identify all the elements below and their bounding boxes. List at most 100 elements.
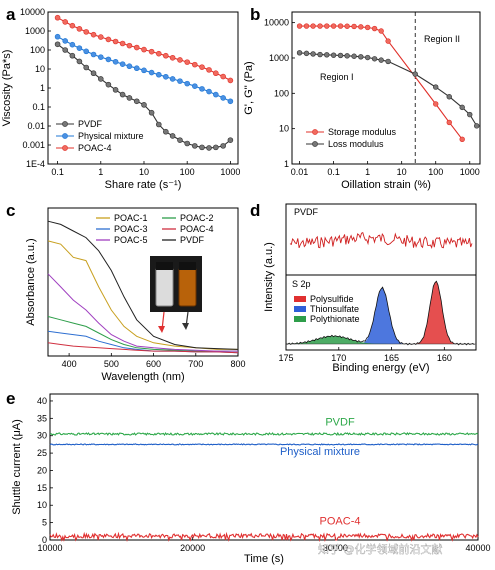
legend-marker bbox=[62, 121, 68, 127]
y-axis-label: Viscosity (Pa*s) bbox=[1, 50, 13, 127]
data-point bbox=[191, 83, 198, 89]
y-tick-label: 5 bbox=[42, 518, 47, 528]
data-point bbox=[199, 144, 205, 151]
series-line bbox=[47, 220, 239, 350]
data-point bbox=[303, 50, 310, 57]
legend-label: PVDF bbox=[78, 119, 103, 129]
chart-panel-d: PVDF S 2p PolysulfideThionsulfatePolythion… bbox=[250, 201, 477, 374]
peak-area bbox=[286, 288, 476, 344]
subpanel-label: PVDF bbox=[294, 207, 319, 217]
data-point bbox=[184, 140, 190, 147]
data-point bbox=[378, 28, 384, 34]
data-point bbox=[446, 94, 452, 100]
data-point bbox=[105, 56, 112, 63]
legend-marker bbox=[62, 133, 68, 139]
data-point bbox=[97, 76, 104, 82]
vial-photo bbox=[150, 256, 202, 312]
plot-frame bbox=[285, 203, 477, 351]
x-tick-label: 400 bbox=[62, 359, 77, 369]
region-label: Region II bbox=[424, 34, 460, 44]
data-point bbox=[163, 52, 169, 59]
x-tick-label: 1 bbox=[365, 167, 370, 177]
data-point bbox=[303, 23, 310, 29]
peak-area bbox=[286, 281, 476, 344]
data-point bbox=[90, 70, 97, 77]
vial-orange bbox=[178, 267, 197, 307]
data-point bbox=[324, 52, 330, 58]
y-tick-label: 10000 bbox=[20, 7, 45, 17]
data-point bbox=[76, 58, 83, 65]
data-point bbox=[213, 70, 219, 77]
data-point bbox=[227, 98, 234, 105]
data-point bbox=[433, 101, 439, 107]
series-line bbox=[49, 443, 479, 446]
y-axis-label: Shuttle current (μA) bbox=[11, 419, 23, 515]
chart-panel-a: 0.1 1 10 100 1000 10000 1000 100 10 1 0.1 0.01 0.001… bbox=[1, 5, 240, 191]
y-tick-label: 1000 bbox=[269, 53, 289, 63]
panel-label: d bbox=[250, 201, 260, 220]
peak-area bbox=[286, 336, 476, 344]
data-point bbox=[385, 38, 391, 44]
legend-label: POAC-4 bbox=[78, 143, 112, 153]
plot-frame bbox=[49, 393, 479, 541]
legend-label: POAC-1 bbox=[114, 213, 148, 223]
x-tick-label: 170 bbox=[331, 353, 346, 363]
data-point bbox=[330, 52, 337, 58]
legend-marker bbox=[312, 141, 318, 147]
pvdf-trace bbox=[289, 231, 473, 250]
legend-label: Storage modulus bbox=[328, 127, 397, 137]
data-point bbox=[467, 111, 473, 118]
data-point bbox=[69, 41, 76, 48]
chart-panel-e: 10000 20000 30000 40000 0 5 10 15 20 25 30 35 40 Time… bbox=[6, 389, 491, 565]
data-point bbox=[310, 23, 316, 29]
legend-label: Physical mixture bbox=[78, 131, 144, 141]
arrowhead-red bbox=[158, 326, 165, 333]
data-point bbox=[83, 29, 90, 35]
data-point bbox=[459, 104, 465, 111]
chart-panel-c: 400 500 600 700 800 Wavelength (nm) Absorbance… bbox=[6, 201, 246, 383]
y-axis-label: Absorbance (a.u.) bbox=[25, 238, 37, 325]
vial-cap bbox=[179, 262, 196, 270]
series-line bbox=[47, 330, 239, 354]
legend-swatch bbox=[294, 296, 306, 302]
data-point bbox=[177, 57, 183, 63]
data-point bbox=[105, 81, 112, 88]
data-point bbox=[296, 50, 303, 56]
data-point bbox=[83, 64, 90, 71]
data-point bbox=[148, 69, 155, 76]
data-point bbox=[119, 91, 126, 98]
legend-label: Thionsulfate bbox=[310, 304, 359, 314]
data-point bbox=[206, 88, 212, 95]
data-point bbox=[199, 64, 205, 70]
y-tick-label: 20 bbox=[37, 465, 47, 475]
data-point bbox=[141, 46, 147, 53]
data-point bbox=[169, 133, 176, 139]
data-point bbox=[155, 50, 162, 57]
subpanel-label: S 2p bbox=[292, 279, 311, 289]
y-tick-label: 1 bbox=[40, 83, 45, 93]
data-point bbox=[83, 48, 90, 55]
x-tick-label: 0.01 bbox=[291, 167, 309, 177]
series-line bbox=[47, 342, 239, 354]
data-point bbox=[155, 121, 162, 128]
data-point bbox=[169, 76, 176, 82]
data-point bbox=[54, 33, 61, 40]
data-point bbox=[324, 23, 330, 29]
data-point bbox=[126, 63, 133, 70]
data-point bbox=[412, 71, 418, 77]
data-point bbox=[474, 123, 480, 129]
legend-label: POAC-4 bbox=[180, 224, 214, 234]
data-point bbox=[371, 56, 378, 62]
data-point bbox=[112, 38, 119, 45]
series-line bbox=[47, 273, 238, 352]
data-point bbox=[90, 51, 97, 58]
x-tick-label: 100 bbox=[428, 167, 443, 177]
data-point bbox=[378, 57, 384, 63]
data-point bbox=[364, 54, 371, 61]
data-point bbox=[337, 52, 344, 59]
data-point bbox=[76, 26, 83, 32]
data-point bbox=[227, 137, 234, 143]
data-point bbox=[163, 73, 169, 80]
y-tick-label: 35 bbox=[37, 413, 47, 423]
